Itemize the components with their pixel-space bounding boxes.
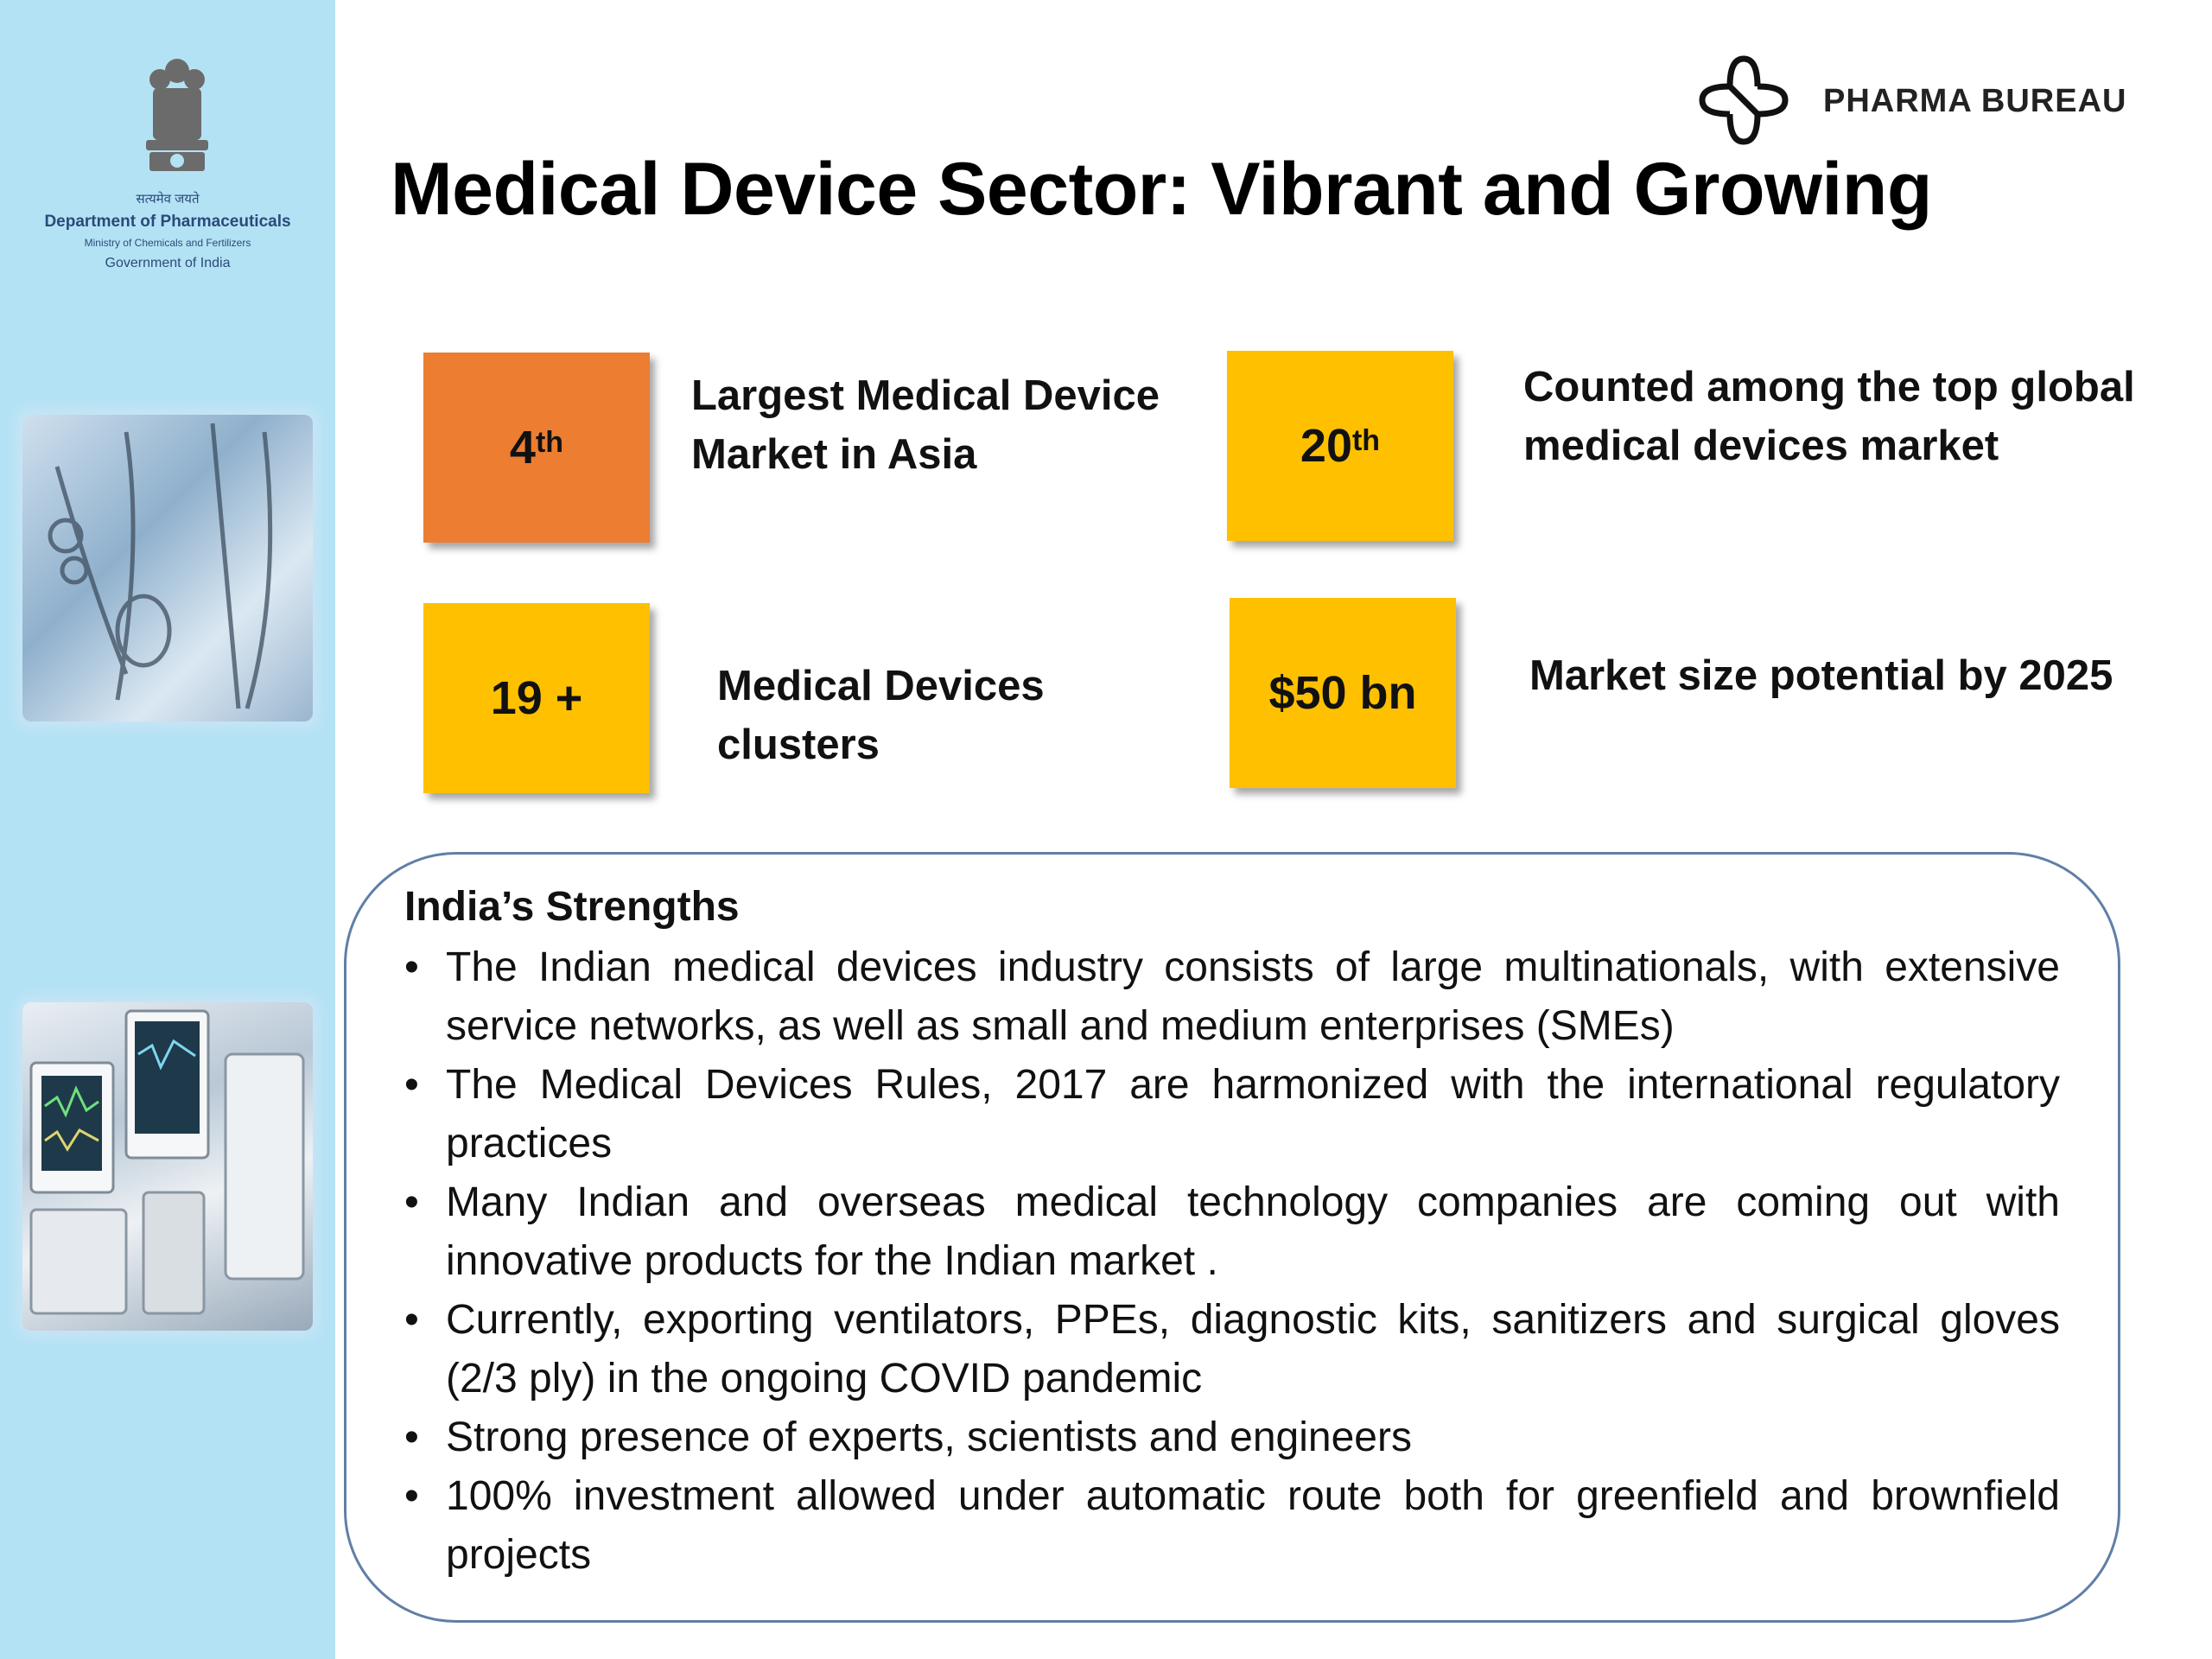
list-item: • Currently, exporting ventilators, PPEs,… [404,1291,2060,1408]
bullet-icon: • [404,944,419,990]
strengths-heading: India’s Strengths [404,884,740,930]
department-name: Department of Pharmaceuticals [44,213,291,231]
list-item: • The Indian medical devices industry con… [404,938,2060,1056]
brand-name: PHARMA BUREAU [1823,83,2127,119]
strength-text: Many Indian and overseas medical technol… [446,1179,2060,1284]
bullet-icon: • [404,1179,419,1225]
medical-instruments-photo [22,415,313,721]
strength-text: 100% investment allowed under automatic … [446,1473,2060,1578]
stat-caption-global-rank: Counted among the top global medical dev… [1523,364,2135,469]
list-item: • The Medical Devices Rules, 2017 are har… [404,1056,2060,1173]
list-item: • Strong presence of experts, scientists … [404,1408,2060,1467]
stat-value: 4 [509,422,536,474]
strength-text: The Indian medical devices industry cons… [446,944,2060,1049]
stat-value: 20 [1300,420,1352,472]
page-title: Medical Device Sector: Vibrant and Growi… [391,148,1932,231]
strengths-panel [344,852,2120,1623]
stat-caption-clusters: Medical Devices clusters [717,663,1045,768]
list-item: • 100% investment allowed under automatic… [404,1467,2060,1585]
stat-value: $50 bn [1268,667,1417,719]
stat-tile-clusters: 19 + [423,603,650,793]
bullet-icon: • [404,1414,419,1460]
stat-caption-market-size: Market size potential by 2025 [1529,652,2113,699]
pharma-bureau-logo-icon [1699,55,1789,145]
strength-text: The Medical Devices Rules, 2017 are harm… [446,1062,2060,1166]
bullet-icon: • [404,1062,419,1108]
strength-text: Currently, exporting ventilators, PPEs, … [446,1297,2060,1402]
sidebar: सत्यमेव जयते Department of Pharmaceutica… [0,0,335,1659]
state-emblem-icon [146,59,208,171]
bullet-icon: • [404,1473,419,1519]
stat-tile-market-size: $50 bn [1230,598,1456,788]
strength-text: Strong presence of experts, scientists a… [446,1414,1412,1460]
strengths-list: • The Indian medical devices industry con… [404,938,2060,1585]
list-item: • Many Indian and overseas medical techno… [404,1173,2060,1291]
ministry-name: Ministry of Chemicals and Fertilizers [84,237,251,249]
medical-monitors-photo [22,1002,313,1331]
stat-value: 19 + [490,672,583,724]
government-name: Government of India [105,256,231,270]
stat-caption-asia-rank: Largest Medical Device Market in Asia [691,372,1160,478]
stat-suffix: th [535,425,564,459]
stat-suffix: th [1351,423,1381,457]
bullet-icon: • [404,1297,419,1343]
emblem-motto: सत्यमेव जयते [136,192,200,207]
